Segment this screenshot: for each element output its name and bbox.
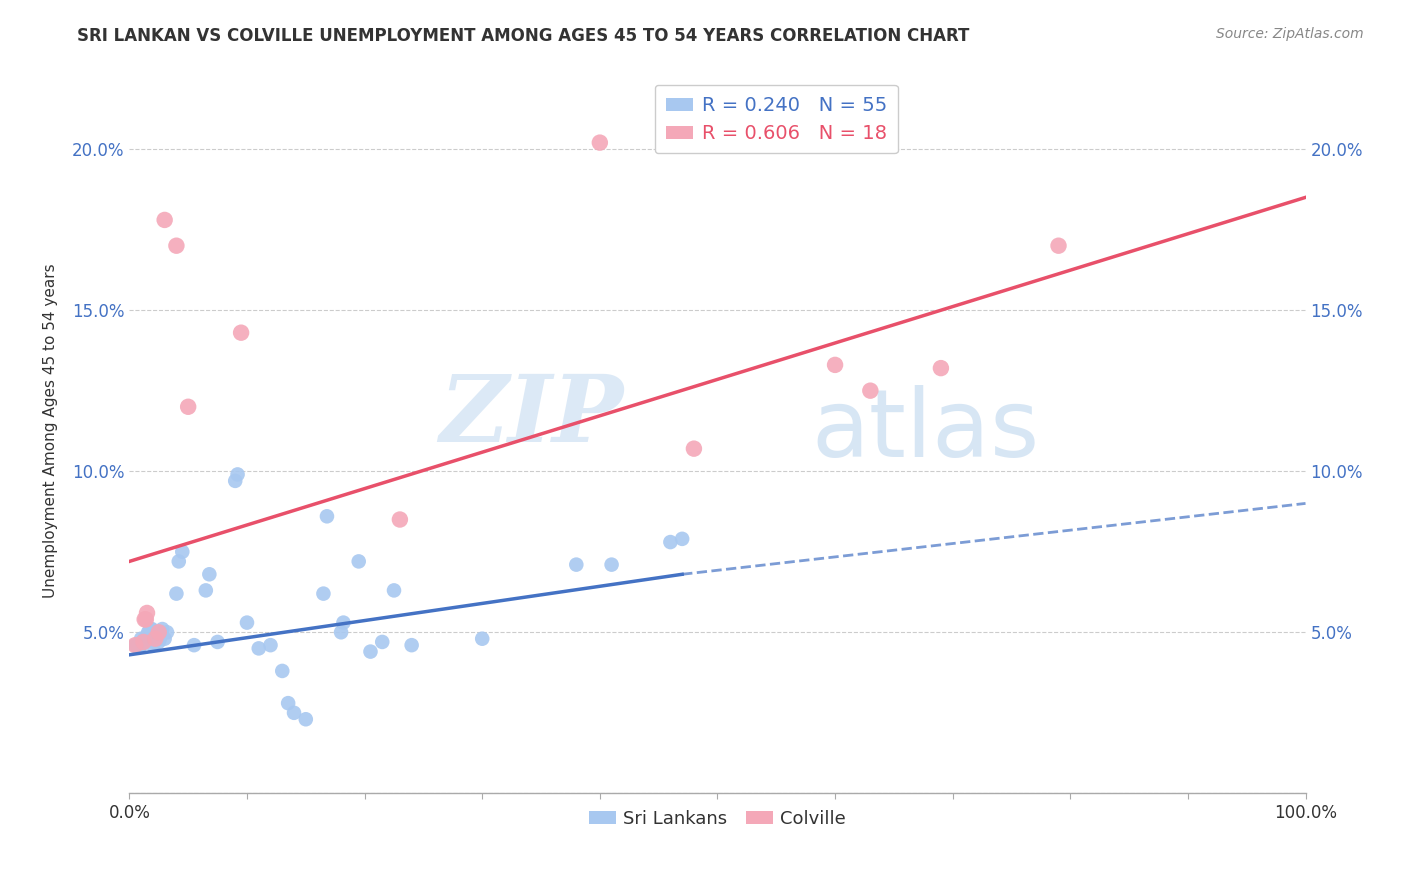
Point	[371, 635, 394, 649]
Point	[150, 625, 173, 640]
Point	[143, 632, 166, 646]
Point	[226, 467, 249, 482]
Point	[136, 606, 159, 620]
Text: atlas: atlas	[811, 385, 1040, 477]
Point	[401, 638, 423, 652]
Point	[330, 625, 353, 640]
Point	[127, 638, 149, 652]
Point	[271, 664, 294, 678]
Point	[142, 638, 165, 652]
Point	[132, 635, 155, 649]
Point	[259, 638, 281, 652]
Point	[194, 583, 217, 598]
Point	[671, 532, 693, 546]
Point	[165, 586, 187, 600]
Point	[134, 632, 156, 646]
Point	[229, 326, 252, 340]
Point	[198, 567, 221, 582]
Point	[359, 644, 381, 658]
Point	[124, 638, 146, 652]
Point	[332, 615, 354, 630]
Point	[600, 558, 623, 572]
Point	[659, 535, 682, 549]
Point	[131, 635, 153, 649]
Point	[153, 632, 176, 646]
Text: Source: ZipAtlas.com: Source: ZipAtlas.com	[1216, 27, 1364, 41]
Point	[859, 384, 882, 398]
Point	[294, 712, 316, 726]
Point	[129, 638, 152, 652]
Point	[138, 625, 160, 640]
Point	[388, 512, 411, 526]
Point	[134, 612, 156, 626]
Point	[128, 638, 150, 652]
Point	[277, 696, 299, 710]
Point	[247, 641, 270, 656]
Point	[172, 545, 194, 559]
Point	[136, 625, 159, 640]
Point	[165, 238, 187, 252]
Point	[145, 628, 167, 642]
Point	[471, 632, 494, 646]
Point	[135, 612, 157, 626]
Point	[153, 213, 176, 227]
Point	[143, 635, 166, 649]
Point	[156, 625, 179, 640]
Point	[124, 638, 146, 652]
Legend: Sri Lankans, Colville: Sri Lankans, Colville	[582, 803, 853, 835]
Point	[224, 474, 246, 488]
Y-axis label: Unemployment Among Ages 45 to 54 years: Unemployment Among Ages 45 to 54 years	[44, 264, 58, 599]
Text: ZIP: ZIP	[439, 371, 623, 461]
Point	[148, 635, 170, 649]
Point	[347, 554, 370, 568]
Point	[136, 628, 159, 642]
Point	[177, 400, 200, 414]
Point	[167, 554, 190, 568]
Point	[312, 586, 335, 600]
Point	[150, 622, 173, 636]
Point	[565, 558, 588, 572]
Point	[132, 635, 155, 649]
Text: SRI LANKAN VS COLVILLE UNEMPLOYMENT AMONG AGES 45 TO 54 YEARS CORRELATION CHART: SRI LANKAN VS COLVILLE UNEMPLOYMENT AMON…	[77, 27, 970, 45]
Point	[207, 635, 229, 649]
Point	[1047, 238, 1070, 252]
Point	[139, 622, 162, 636]
Point	[589, 136, 612, 150]
Point	[141, 622, 163, 636]
Point	[143, 632, 166, 646]
Point	[148, 625, 170, 640]
Point	[683, 442, 706, 456]
Point	[129, 632, 152, 646]
Point	[824, 358, 846, 372]
Point	[149, 632, 172, 646]
Point	[382, 583, 405, 598]
Point	[283, 706, 305, 720]
Point	[183, 638, 205, 652]
Point	[316, 509, 339, 524]
Point	[929, 361, 952, 376]
Point	[135, 632, 157, 646]
Point	[129, 638, 152, 652]
Point	[236, 615, 259, 630]
